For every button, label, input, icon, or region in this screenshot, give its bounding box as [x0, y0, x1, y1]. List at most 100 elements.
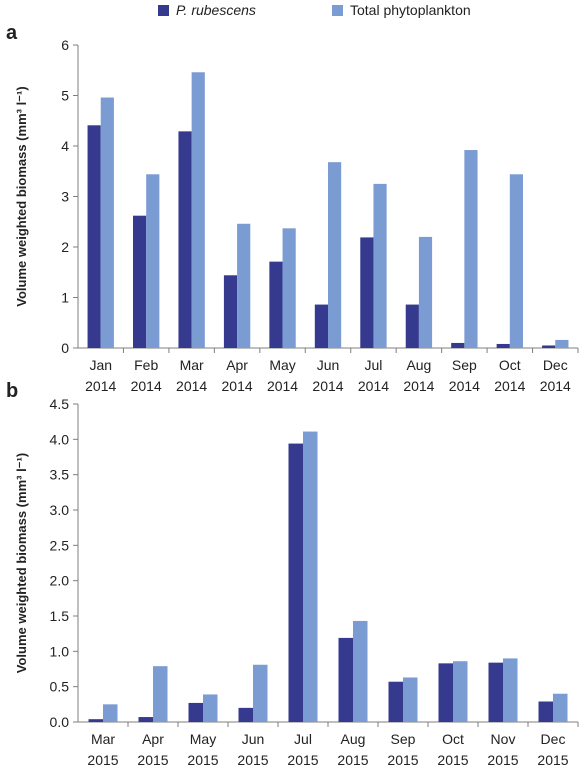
a-y-tick-label: 0: [61, 340, 69, 356]
a-x-tick-label-year: 2014: [449, 378, 480, 394]
a-x-tick-label-year: 2014: [267, 378, 298, 394]
a-bar-p-rubescens: [133, 215, 147, 348]
a-x-tick-label-month: May: [269, 357, 295, 373]
b-bar-p-rubescens: [138, 717, 153, 722]
b-x-tick-label-month: Dec: [541, 731, 566, 747]
b-y-tick-label: 0.5: [50, 679, 70, 695]
a-bar-p-rubescens: [496, 343, 510, 348]
a-x-tick-label-year: 2014: [222, 378, 253, 394]
a-x-tick-label-month: Oct: [499, 357, 521, 373]
legend-item-total-phytoplankton: Total phytoplankton: [332, 2, 471, 18]
b-x-tick-label-month: Aug: [341, 731, 366, 747]
legend-label-p-rubescens: P. rubescens: [176, 2, 256, 18]
b-x-tick-label-month: Jul: [294, 731, 312, 747]
b-bar-total-phytoplankton: [353, 620, 368, 722]
b-y-tick-label: 4.0: [50, 431, 70, 447]
a-x-tick-label-year: 2014: [540, 378, 571, 394]
a-x-tick-label-month: Apr: [226, 357, 248, 373]
b-y-tick-label: 4.5: [50, 396, 70, 412]
b-x-tick-label-year: 2015: [187, 752, 218, 768]
a-x-tick-label-year: 2014: [358, 378, 389, 394]
a-bar-total-phytoplankton: [418, 236, 433, 348]
a-bar-total-phytoplankton: [464, 150, 478, 348]
b-x-tick-label-year: 2015: [387, 752, 418, 768]
a-x-tick-label-month: Aug: [406, 357, 431, 373]
b-bar-p-rubescens: [338, 637, 353, 722]
b-x-tick-label-month: Apr: [142, 731, 164, 747]
a-x-tick-label-month: Sep: [452, 357, 477, 373]
a-bar-total-phytoplankton: [282, 228, 296, 348]
a-bar-total-phytoplankton: [555, 339, 569, 348]
a-x-tick-label-month: Jun: [317, 357, 340, 373]
b-y-axis-title: Volume weighted biomass (mm³ l⁻¹): [14, 453, 29, 673]
b-x-tick-label-month: Nov: [491, 731, 516, 747]
b-x-tick-label-year: 2015: [337, 752, 368, 768]
a-y-tick-label: 6: [61, 37, 69, 53]
b-bar-p-rubescens: [388, 681, 403, 722]
a-y-axis-title: Volume weighted biomass (mm³ l⁻¹): [14, 86, 29, 306]
a-x-tick-label-year: 2014: [85, 378, 116, 394]
b-x-tick-label-month: May: [190, 731, 216, 747]
b-y-tick-label: 3.5: [50, 467, 70, 483]
b-y-tick-label: 1.5: [50, 608, 70, 624]
a-bar-total-phytoplankton: [100, 97, 114, 349]
b-x-tick-label-year: 2015: [437, 752, 468, 768]
a-x-tick-label-year: 2014: [494, 378, 525, 394]
b-bar-total-phytoplankton: [403, 677, 418, 722]
a-bar-total-phytoplankton: [237, 223, 251, 348]
b-x-tick-label-month: Mar: [91, 731, 115, 747]
a-bar-p-rubescens: [405, 304, 419, 348]
legend-item-p-rubescens: P. rubescens: [158, 2, 256, 18]
a-y-tick-label: 2: [61, 239, 69, 255]
b-y-tick-label: 0.0: [50, 714, 70, 730]
b-x-tick-label-year: 2015: [537, 752, 568, 768]
a-y-tick-label: 3: [61, 189, 69, 205]
a-x-tick-label-month: Dec: [543, 357, 568, 373]
a-bar-total-phytoplankton: [509, 174, 523, 348]
b-bar-p-rubescens: [438, 663, 453, 722]
a-bar-total-phytoplankton: [328, 162, 342, 348]
b-bar-p-rubescens: [288, 443, 303, 722]
a-x-tick-label-year: 2014: [403, 378, 434, 394]
chart-legend: P. rubescens Total phytoplankton: [0, 2, 581, 22]
a-bar-p-rubescens: [360, 237, 374, 348]
b-bar-p-rubescens: [188, 702, 203, 722]
a-x-tick-label-month: Jul: [365, 357, 383, 373]
b-x-tick-label-month: Jun: [242, 731, 265, 747]
a-bar-total-phytoplankton: [146, 174, 160, 348]
b-y-tick-label: 2.5: [50, 537, 70, 553]
a-bar-p-rubescens: [451, 342, 465, 348]
b-y-tick-label: 2.0: [50, 573, 70, 589]
a-y-tick-label: 4: [61, 138, 69, 154]
panel-label-a: a: [6, 22, 18, 44]
a-x-tick-label-year: 2014: [312, 378, 343, 394]
a-x-tick-label-month: Jan: [89, 357, 112, 373]
b-bar-total-phytoplankton: [453, 661, 468, 722]
panel-label-b: b: [6, 380, 19, 402]
b-x-tick-label-month: Oct: [442, 731, 464, 747]
a-x-tick-label-month: Mar: [180, 357, 204, 373]
legend-label-total-phytoplankton: Total phytoplankton: [350, 2, 471, 18]
a-y-tick-label: 5: [61, 88, 69, 104]
b-bar-total-phytoplankton: [303, 431, 318, 722]
b-bar-p-rubescens: [88, 719, 103, 722]
b-bar-p-rubescens: [238, 707, 253, 722]
a-y-tick-label: 1: [61, 290, 69, 306]
a-bar-total-phytoplankton: [191, 72, 205, 349]
b-x-tick-label-year: 2015: [87, 752, 118, 768]
b-x-tick-label-year: 2015: [287, 752, 318, 768]
b-y-tick-label: 1.0: [50, 643, 70, 659]
legend-swatch-p-rubescens: [158, 4, 169, 16]
a-bar-p-rubescens: [223, 275, 238, 348]
b-x-tick-label-year: 2015: [487, 752, 518, 768]
a-bar-p-rubescens: [87, 125, 101, 348]
b-bar-p-rubescens: [488, 662, 503, 722]
a-bar-p-rubescens: [542, 345, 556, 348]
b-x-tick-label-year: 2015: [137, 752, 168, 768]
b-bar-total-phytoplankton: [103, 704, 118, 722]
b-bar-total-phytoplankton: [553, 693, 568, 722]
b-bar-p-rubescens: [538, 701, 553, 722]
a-bar-p-rubescens: [314, 304, 328, 348]
a-x-tick-label-month: Feb: [134, 357, 158, 373]
